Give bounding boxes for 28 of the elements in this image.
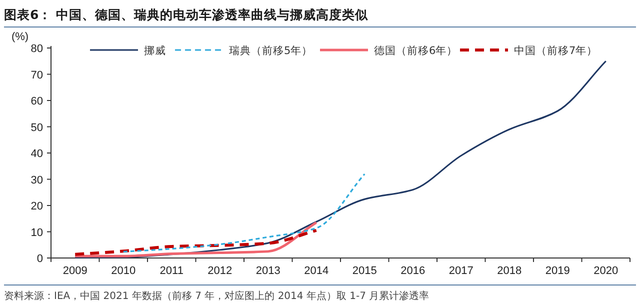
x-tick-label: 2019 bbox=[545, 265, 570, 277]
legend-label: 中国（前移7年） bbox=[514, 44, 598, 57]
x-tick-label: 2020 bbox=[594, 265, 618, 277]
y-tick-label: 50 bbox=[30, 122, 43, 134]
x-tick-label: 2017 bbox=[448, 265, 474, 277]
x-tick-label: 2014 bbox=[304, 265, 329, 277]
legend-label: 挪威 bbox=[144, 44, 166, 57]
x-tick-label: 2010 bbox=[111, 265, 136, 277]
legend-label: 德国（前移6年） bbox=[374, 45, 458, 57]
chart-title: 图表6： 中国、德国、瑞典的电动车渗透率曲线与挪威高度类似 bbox=[4, 7, 370, 22]
legend-label: 瑞典（前移5年） bbox=[229, 44, 313, 57]
y-tick-label: 40 bbox=[30, 148, 43, 160]
x-tick-label: 2012 bbox=[208, 265, 232, 277]
y-axis-title: (%) bbox=[11, 31, 29, 43]
y-tick-label: 0 bbox=[36, 253, 43, 265]
text: 资料来源：IEA，中国 2021 年数据（前移 7 年，对应图上的 2014 年点）取 1-7 月累计渗透率 bbox=[4, 290, 430, 302]
y-tick-label: 70 bbox=[30, 69, 43, 82]
x-tick-label: 2009 bbox=[62, 265, 88, 277]
x-tick-label: 2015 bbox=[352, 265, 377, 277]
y-tick-label: 80 bbox=[30, 43, 43, 55]
y-tick-label: 30 bbox=[30, 174, 43, 186]
x-tick-label: 2016 bbox=[400, 265, 426, 277]
y-tick-label: 60 bbox=[30, 96, 43, 108]
x-tick-label: 2018 bbox=[497, 265, 522, 277]
x-tick-label: 2013 bbox=[256, 265, 280, 277]
y-tick-label: 20 bbox=[30, 200, 43, 212]
y-tick-label: 10 bbox=[30, 226, 43, 239]
x-tick-label: 2011 bbox=[160, 265, 184, 277]
